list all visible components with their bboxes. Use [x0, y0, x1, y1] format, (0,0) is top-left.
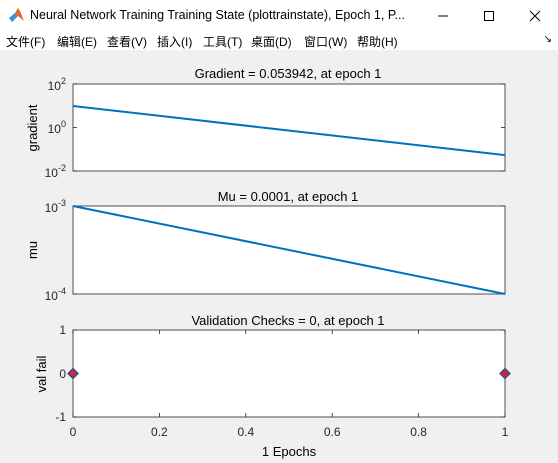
matlab-icon — [9, 8, 24, 22]
gradient-line — [72, 105, 506, 157]
xtick-label: 0.2 — [151, 425, 168, 439]
mu-ytick-label: 10-3 — [45, 198, 66, 215]
menu-insert[interactable]: 插入(I) — [157, 35, 193, 49]
xtick-label: 1 — [502, 425, 509, 439]
menu-help[interactable]: 帮助(H) — [357, 35, 398, 49]
title-bar[interactable]: Neural Network Training Training State (… — [0, 0, 558, 31]
menu-file[interactable]: 文件(F) — [6, 35, 46, 49]
xtick-label: 0.8 — [410, 425, 427, 439]
gradient-axes — [72, 83, 506, 172]
mu-ytick-label: 10-4 — [45, 286, 66, 303]
valfail-axes — [72, 329, 506, 418]
gradient-title: Gradient = 0.053942, at epoch 1 — [195, 66, 382, 81]
menu-bar: 文件(F) 编辑(E) 查看(V) 插入(I) 工具(T) 桌面(D) 窗口(W… — [0, 31, 558, 50]
valfail-point — [67, 367, 79, 380]
maximize-icon — [484, 10, 494, 21]
close-button[interactable] — [512, 0, 558, 31]
mu-title: Mu = 0.0001, at epoch 1 — [218, 189, 359, 204]
xtick-label: 0 — [70, 425, 77, 439]
valfail-point — [499, 367, 511, 380]
valfail-ytick-label: 0 — [59, 367, 66, 381]
valfail-title: Validation Checks = 0, at epoch 1 — [191, 313, 384, 328]
gradient-ytick-label: 100 — [48, 119, 66, 136]
maximize-button[interactable] — [466, 0, 512, 31]
gradient-ylabel: gradient — [25, 104, 40, 151]
menu-tools[interactable]: 工具(T) — [203, 35, 243, 49]
mu-line — [72, 205, 506, 295]
valfail-ytick-label: -1 — [55, 410, 66, 424]
valfail-xticks — [72, 330, 506, 417]
xtick-label: 0.6 — [324, 425, 341, 439]
overflow-arrow-icon[interactable]: ↘ — [543, 34, 552, 45]
gradient-ytick-label: 10-2 — [45, 163, 66, 180]
close-icon — [529, 10, 541, 21]
minimize-icon — [438, 15, 448, 16]
minimize-button[interactable] — [420, 0, 466, 31]
valfail-ytick-label: 1 — [59, 323, 66, 337]
xtick-label: 0.4 — [237, 425, 254, 439]
window-title: Neural Network Training Training State (… — [30, 8, 405, 22]
mu-ylabel: mu — [25, 241, 40, 259]
plot-canvas: Gradient = 0.053942, at epoch 1 102 100 … — [25, 66, 511, 459]
xlabel: 1 Epochs — [262, 444, 317, 459]
menu-window[interactable]: 窗口(W) — [304, 35, 348, 49]
menu-view[interactable]: 查看(V) — [107, 35, 147, 49]
gradient-ytick-label: 102 — [48, 76, 66, 93]
menu-edit[interactable]: 编辑(E) — [57, 35, 97, 49]
valfail-ylabel: val fail — [34, 355, 49, 392]
menu-desktop[interactable]: 桌面(D) — [251, 35, 292, 49]
valfail-markers — [67, 367, 511, 380]
gradient-yticks — [73, 83, 505, 172]
